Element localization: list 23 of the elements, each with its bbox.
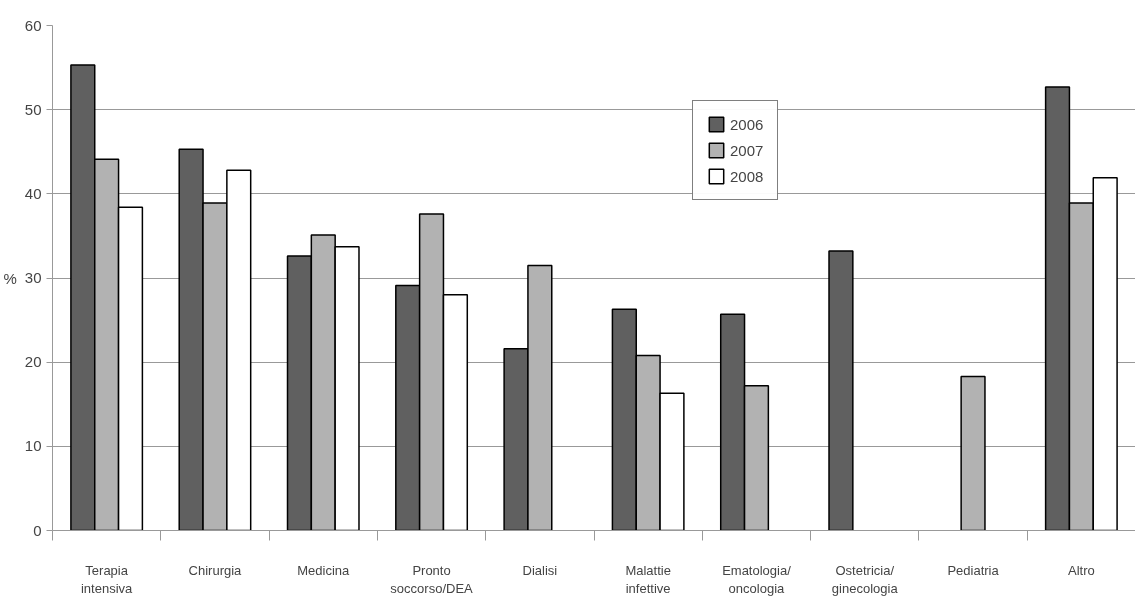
x-tick-label: Terapia intensiva: [81, 562, 134, 596]
legend-label: 2006: [730, 115, 764, 133]
x-tick-label: Malattie infettive: [625, 562, 671, 596]
x-tick-label: Ematologia/ oncologia: [722, 562, 792, 596]
legend-label: 2007: [730, 141, 764, 159]
x-tick-label: Altro: [1067, 562, 1095, 578]
y-tick-label: 50: [24, 100, 42, 118]
y-tick-label: 10: [24, 437, 42, 455]
x-tick-label: Ostetricia/ ginecologia: [831, 562, 899, 596]
x-tick-label: Dialisi: [522, 562, 558, 578]
x-tick-label: Chirurgia: [188, 562, 243, 578]
bar: [828, 250, 854, 531]
y-tick-label: 30: [24, 269, 42, 286]
y-tick-label: 40: [24, 184, 42, 202]
y-axis-title: %: [3, 269, 17, 287]
x-tick-label: Pronto soccorso/DEA: [390, 562, 474, 596]
bar: [960, 375, 986, 531]
legend-label: 2008: [730, 167, 764, 185]
y-tick-label: 60: [24, 16, 42, 34]
x-tick-label: Pediatria: [947, 562, 1000, 578]
y-tick-label: 20: [24, 353, 42, 371]
y-tick-label: 0: [33, 521, 42, 539]
x-tick-label: Medicina: [297, 562, 351, 578]
